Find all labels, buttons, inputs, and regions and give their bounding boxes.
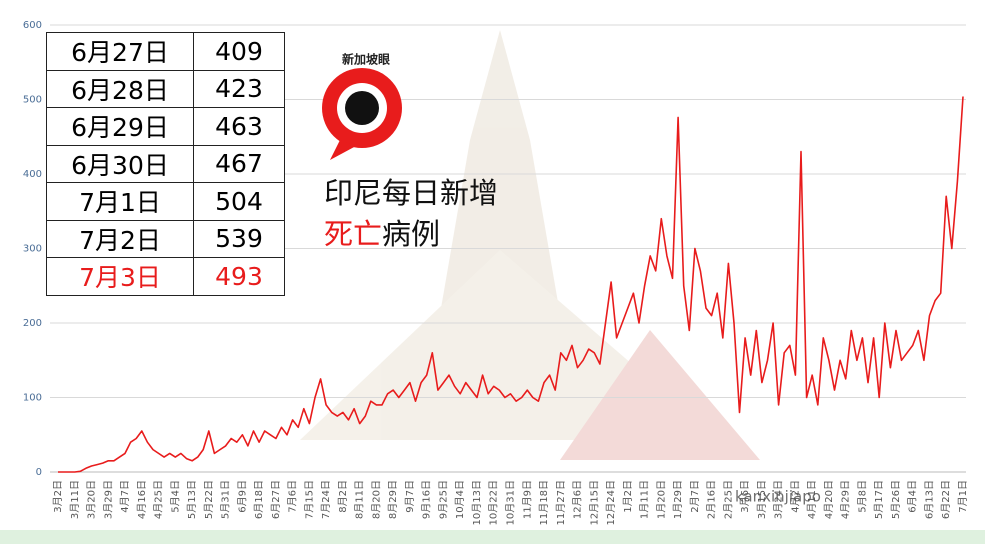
x-tick-label: 2月16日 — [706, 480, 718, 519]
data-table: 6月27日 409 6月28日 423 6月29日 463 6月30日 467 7月1日 504 7… — [46, 32, 285, 296]
x-tick-label: 3月20日 — [86, 480, 98, 519]
x-tick-label: 5月22日 — [203, 480, 215, 519]
date-cell: 7月1日 — [46, 182, 194, 221]
x-tick-label: 10月31日 — [505, 480, 517, 525]
table-row: 7月2日 539 — [46, 219, 285, 258]
x-tick-label: 11月9日 — [521, 480, 533, 519]
x-tick-label: 6月9日 — [236, 480, 248, 513]
date-cell: 6月28日 — [46, 69, 194, 108]
x-tick-label: 3月24日 — [773, 480, 785, 519]
x-tick-label: 4月16日 — [136, 480, 148, 519]
logo-text: 新加坡眼 — [342, 52, 390, 67]
x-tick-label: 6月18日 — [253, 480, 265, 519]
date-cell: 6月29日 — [46, 107, 194, 146]
x-tick-label: 6月13日 — [923, 480, 935, 519]
x-tick-label: 7月24日 — [320, 480, 332, 519]
background-decoration — [0, 30, 985, 544]
x-tick-label: 4月2日 — [789, 480, 801, 513]
x-tick-label: 11月18日 — [538, 480, 550, 525]
x-tick-label: 5月17日 — [873, 480, 885, 519]
x-tick-label: 5月13日 — [186, 480, 198, 519]
table-row: 6月29日 463 — [46, 107, 285, 146]
x-tick-label: 10月13日 — [471, 480, 483, 525]
value-cell: 467 — [193, 144, 285, 183]
x-tick-label: 7月1日 — [957, 480, 969, 513]
x-tick-label: 5月8日 — [856, 480, 868, 513]
x-tick-label: 8月29日 — [387, 480, 399, 519]
x-tick-label: 8月11日 — [354, 480, 366, 519]
x-tick-label: 4月29日 — [840, 480, 852, 519]
x-tick-label: 1月11日 — [639, 480, 651, 519]
x-tick-label: 12月24日 — [605, 480, 617, 525]
x-tick-label: 4月20日 — [823, 480, 835, 519]
subtitle-part: 病例 — [382, 217, 440, 251]
date-cell: 7月3日 — [46, 257, 194, 296]
y-tick-label: 100 — [23, 393, 42, 404]
value-cell: 463 — [193, 107, 285, 146]
table-row: 6月30日 467 — [46, 144, 285, 183]
x-tick-label: 3月6日 — [739, 480, 751, 513]
date-cell: 7月2日 — [46, 219, 194, 258]
table-row: 6月28日 423 — [46, 69, 285, 108]
x-tick-label: 3月11日 — [69, 480, 81, 519]
x-tick-label: 6月27日 — [270, 480, 282, 519]
x-tick-label: 8月20日 — [370, 480, 382, 519]
x-tick-label: 8月2日 — [337, 480, 349, 513]
table-row: 6月27日 409 — [46, 32, 285, 71]
watermark: kanxinjiapo — [735, 488, 821, 506]
x-tick-label: 9月25日 — [437, 480, 449, 519]
x-tick-label: 2月25日 — [722, 480, 734, 519]
x-tick-label: 5月31日 — [220, 480, 232, 519]
y-tick-label: 200 — [23, 318, 42, 329]
value-cell: 423 — [193, 69, 285, 108]
x-tick-label: 1月2日 — [622, 480, 634, 513]
x-tick-label: 9月7日 — [404, 480, 416, 513]
x-tick-label: 12月15日 — [588, 480, 600, 525]
table-row: 7月3日 493 — [46, 257, 285, 296]
x-tick-label: 5月26日 — [890, 480, 902, 519]
x-tick-label: 7月15日 — [303, 480, 315, 519]
x-tick-label: 1月20日 — [655, 480, 667, 519]
x-tick-label: 5月4日 — [169, 480, 181, 513]
x-tick-label: 2月7日 — [689, 480, 701, 513]
x-tick-label: 6月4日 — [907, 480, 919, 513]
date-cell: 6月30日 — [46, 144, 194, 183]
y-tick-label: 400 — [23, 169, 42, 180]
value-cell: 504 — [193, 182, 285, 221]
x-tick-label: 11月27日 — [555, 480, 567, 525]
y-tick-label: 0 — [36, 467, 42, 478]
x-tick-label: 7月6日 — [287, 480, 299, 513]
x-tick-label: 10月4日 — [454, 480, 466, 519]
subtitle-part: 死亡 — [324, 217, 382, 251]
value-cell: 493 — [193, 257, 285, 296]
logo: 新加坡眼 — [322, 52, 402, 160]
line-series — [58, 96, 964, 473]
x-tick-label: 4月25日 — [153, 480, 165, 519]
x-tick-label: 4月11日 — [806, 480, 818, 519]
x-tick-label: 1月29日 — [672, 480, 684, 519]
x-tick-label: 10月22日 — [488, 480, 500, 525]
date-cell: 6月27日 — [46, 32, 194, 71]
x-tick-label: 12月6日 — [572, 480, 584, 519]
x-tick-label: 4月7日 — [119, 480, 131, 513]
x-tick-label: 3月29日 — [102, 480, 114, 519]
chart-title: 印尼每日新增 — [324, 176, 498, 210]
x-tick-label: 3月15日 — [756, 480, 768, 519]
chart-subtitle: 死亡病例 — [324, 217, 440, 251]
x-tick-label: 3月2日 — [52, 480, 64, 513]
y-tick-label: 300 — [23, 244, 42, 255]
x-tick-label: 6月22日 — [940, 480, 952, 519]
y-tick-label: 600 — [23, 20, 42, 31]
x-tick-label: 9月16日 — [421, 480, 433, 519]
table-row: 7月1日 504 — [46, 182, 285, 221]
value-cell: 539 — [193, 219, 285, 258]
value-cell: 409 — [193, 32, 285, 71]
y-tick-label: 500 — [23, 95, 42, 106]
